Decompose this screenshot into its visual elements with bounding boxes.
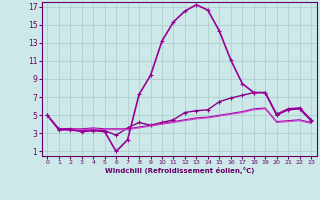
X-axis label: Windchill (Refroidissement éolien,°C): Windchill (Refroidissement éolien,°C) (105, 167, 254, 174)
